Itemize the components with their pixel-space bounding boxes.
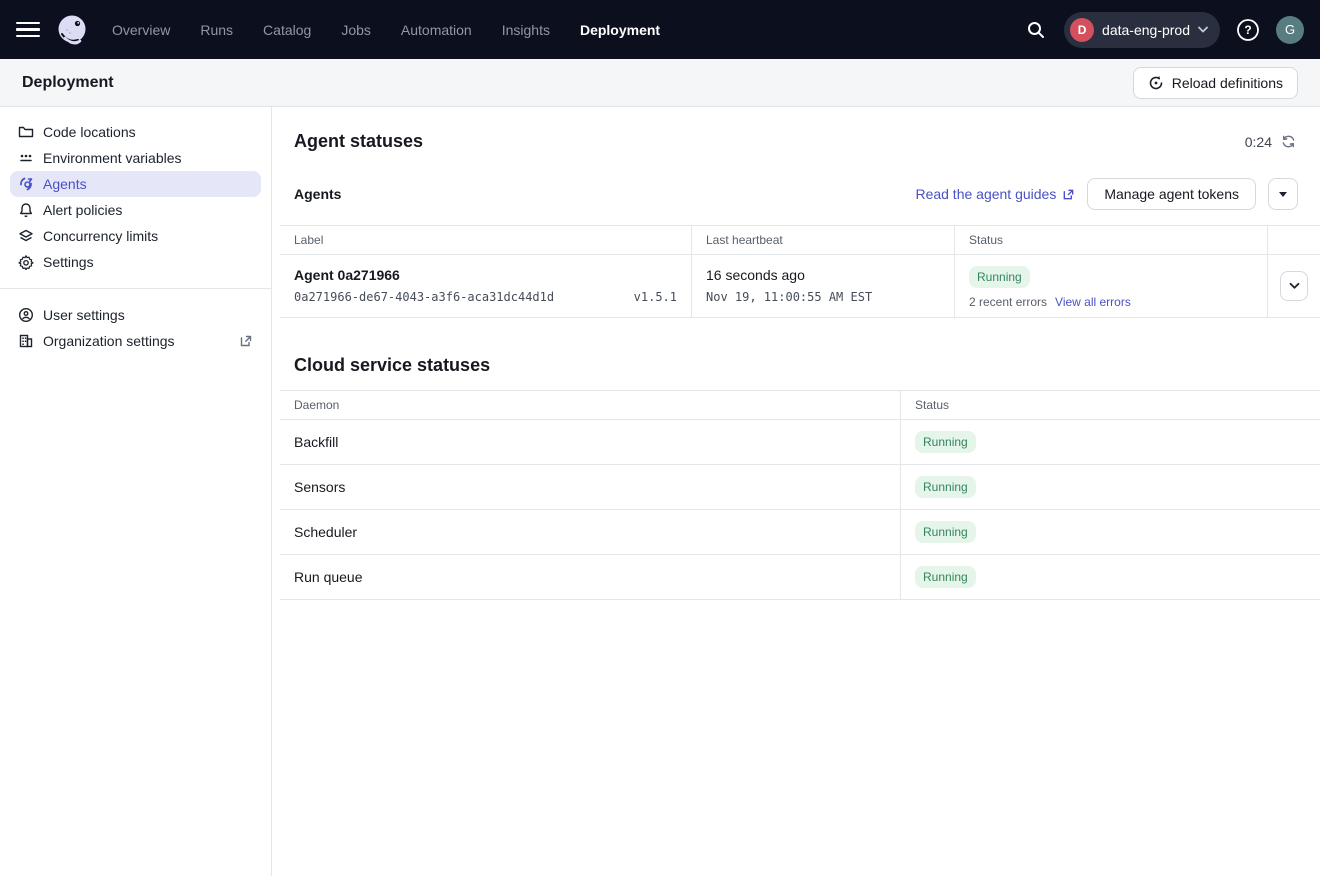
external-link-icon (239, 334, 253, 348)
main-content: Agent statuses 0:24 Agents Read the agen… (272, 107, 1320, 876)
page-header: Deployment Reload definitions (0, 59, 1320, 107)
sidebar-item-concurrency-limits[interactable]: Concurrency limits (10, 223, 261, 249)
building-icon (18, 333, 34, 349)
cloud-table-header: Daemon Status (280, 391, 1320, 420)
col-header-daemon: Daemon (280, 391, 901, 419)
sidebar-item-label: Environment variables (43, 150, 182, 166)
svg-text:?: ? (1244, 23, 1251, 37)
user-icon (18, 307, 34, 323)
topbar: Overview Runs Catalog Jobs Automation In… (0, 0, 1320, 59)
nav-deployment[interactable]: Deployment (580, 22, 660, 38)
nav-insights[interactable]: Insights (502, 22, 550, 38)
col-header-status: Status (955, 226, 1268, 254)
nav-catalog[interactable]: Catalog (263, 22, 311, 38)
menu-icon[interactable] (16, 18, 40, 42)
recent-errors-count: 2 recent errors (969, 295, 1047, 309)
nav-automation[interactable]: Automation (401, 22, 472, 38)
daemon-status-badge: Running (915, 566, 976, 588)
sidebar-item-label: Concurrency limits (43, 228, 158, 244)
agent-statuses-title: Agent statuses (294, 131, 423, 152)
heartbeat-relative: 16 seconds ago (706, 263, 940, 283)
refresh-countdown: 0:24 (1245, 134, 1272, 150)
agent-id: 0a271966-de67-4043-a3f6-aca31dc44d1d (294, 290, 554, 304)
reload-definitions-button[interactable]: Reload definitions (1133, 67, 1298, 99)
deployment-switcher[interactable]: D data-eng-prod (1064, 12, 1220, 48)
agents-subheading: Agents (294, 186, 341, 202)
agents-table-header: Label Last heartbeat Status (280, 226, 1320, 255)
deployment-sidebar: Code locations Environment variables Age… (0, 107, 272, 876)
folder-icon (18, 124, 34, 140)
sidebar-divider (0, 288, 271, 289)
nav-jobs[interactable]: Jobs (341, 22, 371, 38)
env-vars-icon (18, 150, 34, 166)
agent-status-cell: Running 2 recent errors View all errors (955, 255, 1268, 317)
chevron-down-icon (1198, 26, 1208, 33)
agent-status-badge: Running (969, 266, 1030, 288)
daemon-name: Run queue (280, 555, 901, 599)
daemon-row-run-queue: Run queue Running (280, 555, 1320, 600)
daemon-status-badge: Running (915, 431, 976, 453)
sidebar-item-organization-settings[interactable]: Organization settings (10, 328, 261, 354)
sidebar-item-label: Code locations (43, 124, 136, 140)
reload-definitions-label: Reload definitions (1172, 75, 1283, 91)
view-all-errors-link[interactable]: View all errors (1055, 295, 1131, 309)
daemon-name: Backfill (280, 420, 901, 464)
sidebar-item-settings[interactable]: Settings (10, 249, 261, 275)
primary-nav: Overview Runs Catalog Jobs Automation In… (112, 22, 660, 38)
col-header-status: Status (901, 391, 1320, 419)
agent-label-cell: Agent 0a271966 0a271966-de67-4043-a3f6-a… (280, 255, 692, 317)
daemon-name: Scheduler (280, 510, 901, 554)
agent-row: Agent 0a271966 0a271966-de67-4043-a3f6-a… (280, 255, 1320, 318)
agent-icon (18, 176, 34, 192)
deployment-initial-badge: D (1070, 18, 1094, 42)
agent-actions-dropdown-button[interactable] (1268, 178, 1298, 210)
daemon-row-backfill: Backfill Running (280, 420, 1320, 465)
sidebar-item-label: Settings (43, 254, 94, 270)
sidebar-item-label: User settings (43, 307, 125, 323)
agent-version: v1.5.1 (634, 290, 677, 304)
col-header-label: Label (280, 226, 692, 254)
sidebar-item-label: Alert policies (43, 202, 122, 218)
daemon-row-scheduler: Scheduler Running (280, 510, 1320, 555)
sidebar-item-code-locations[interactable]: Code locations (10, 119, 261, 145)
search-icon[interactable] (1021, 15, 1051, 45)
daemon-status-badge: Running (915, 521, 976, 543)
nav-runs[interactable]: Runs (200, 22, 233, 38)
heartbeat-timestamp: Nov 19, 11:00:55 AM EST (706, 290, 872, 304)
manage-agent-tokens-button[interactable]: Manage agent tokens (1087, 178, 1256, 210)
agent-name: Agent 0a271966 (294, 263, 677, 283)
deployment-name: data-eng-prod (1102, 22, 1190, 38)
cloud-service-table: Daemon Status Backfill Running Sensors R… (280, 390, 1320, 600)
caret-down-icon (1279, 192, 1287, 197)
layers-icon (18, 228, 34, 244)
cloud-service-statuses-title: Cloud service statuses (294, 355, 1296, 376)
nav-overview[interactable]: Overview (112, 22, 170, 38)
reload-icon (1148, 75, 1164, 91)
refresh-icon[interactable] (1281, 134, 1296, 149)
agent-heartbeat-cell: 16 seconds ago Nov 19, 11:00:55 AM EST (692, 255, 955, 317)
agent-guides-label: Read the agent guides (915, 186, 1056, 202)
gear-icon (18, 254, 34, 270)
expand-agent-row-button[interactable] (1280, 271, 1308, 301)
help-icon[interactable]: ? (1233, 15, 1263, 45)
user-avatar[interactable]: G (1276, 16, 1304, 44)
sidebar-item-agents[interactable]: Agents (10, 171, 261, 197)
daemon-name: Sensors (280, 465, 901, 509)
dagster-logo-icon[interactable] (54, 12, 90, 48)
sidebar-item-environment-variables[interactable]: Environment variables (10, 145, 261, 171)
sidebar-item-label: Organization settings (43, 333, 175, 349)
sidebar-item-user-settings[interactable]: User settings (10, 302, 261, 328)
external-link-icon (1062, 188, 1075, 201)
sidebar-item-label: Agents (43, 176, 87, 192)
chevron-down-icon (1289, 282, 1300, 290)
bell-icon (18, 202, 34, 218)
agent-guides-link[interactable]: Read the agent guides (915, 186, 1075, 202)
page-title: Deployment (22, 74, 114, 92)
col-header-last-heartbeat: Last heartbeat (692, 226, 955, 254)
sidebar-item-alert-policies[interactable]: Alert policies (10, 197, 261, 223)
agents-table: Label Last heartbeat Status Agent 0a2719… (280, 225, 1320, 318)
daemon-row-sensors: Sensors Running (280, 465, 1320, 510)
daemon-status-badge: Running (915, 476, 976, 498)
